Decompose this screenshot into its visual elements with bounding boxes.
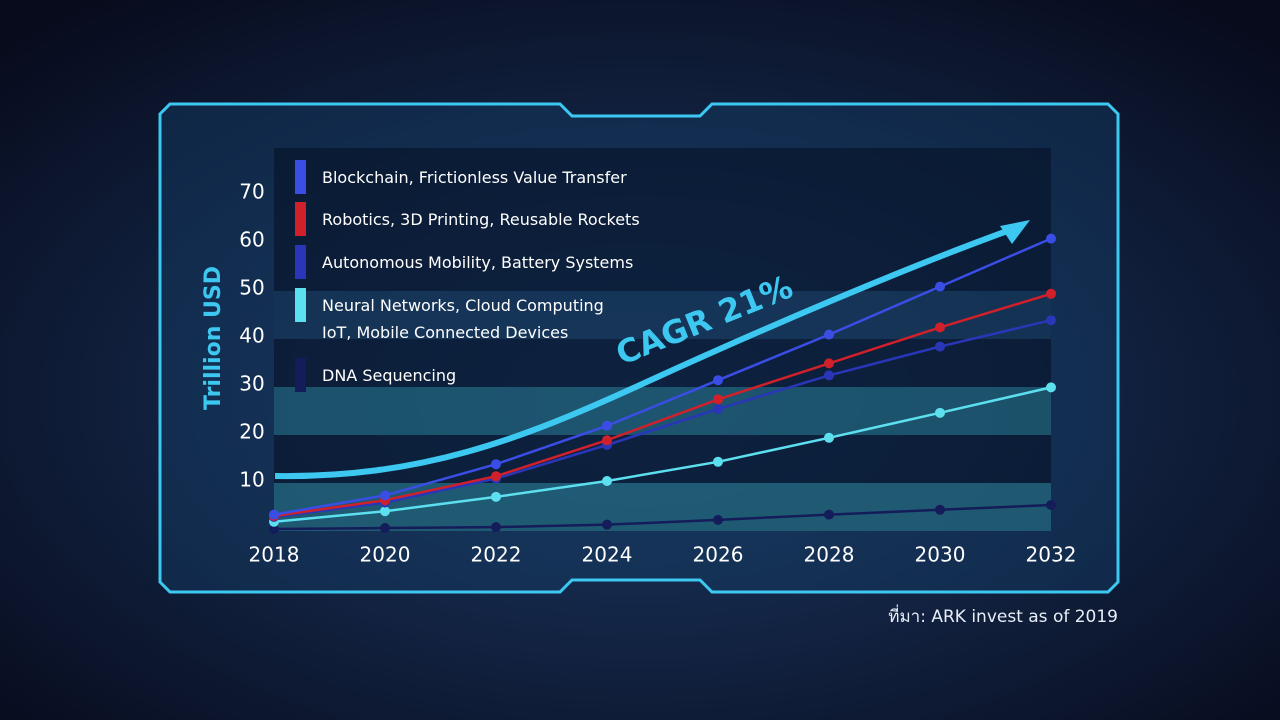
y-tick-label: 60 [239,228,264,252]
x-tick-label: 2018 [249,543,300,567]
data-point [269,509,279,520]
data-point [491,522,501,533]
data-point [380,506,390,517]
data-point [935,407,945,418]
y-tick-label: 10 [239,468,264,492]
data-point [935,281,945,292]
data-point [491,459,501,470]
arrow-head [1000,220,1030,244]
data-point [713,514,723,525]
data-point [602,476,612,486]
data-point [1046,288,1056,299]
legend-swatch [295,202,306,236]
legend-label: DNA Sequencing [322,366,457,385]
legend-swatch [295,358,306,392]
data-point [602,420,612,431]
series-line [273,237,1052,516]
y-tick-label: 50 [239,276,264,300]
data-point [491,491,501,502]
data-point [269,524,279,534]
y-tick-label: 70 [239,180,264,204]
data-point [1046,233,1056,244]
series-line [273,318,1052,519]
legend-swatch [295,288,306,322]
legend-label: Robotics, 3D Printing, Reusable Rockets [322,210,640,229]
y-axis-label: Trillion USD [201,266,226,410]
data-point [713,375,723,386]
legend-label: Neural Networks, Cloud Computing IoT, Mo… [322,296,604,342]
x-tick-label: 2022 [471,543,522,567]
legend-swatch [295,245,306,279]
x-tick-label: 2024 [582,543,633,567]
series-line [273,386,1052,524]
data-point [824,370,834,381]
data-point [824,358,834,369]
data-point [824,329,834,340]
data-point [713,456,723,467]
data-point [935,341,945,352]
x-tick-label: 2026 [693,543,744,567]
data-point [935,504,945,515]
data-point [602,519,612,530]
x-tick-label: 2030 [915,543,966,567]
series-line [273,503,1052,531]
x-tick-label: 2028 [804,543,855,567]
data-point [824,432,834,443]
data-point [713,394,723,405]
cagr-arrow [274,227,1012,480]
source: ที่มา: ARK invest as of 2019 [888,604,1118,627]
data-point [824,509,834,520]
legend-label: Autonomous Mobility, Battery Systems [322,253,634,272]
data-point [935,322,945,333]
series-line [273,292,1052,518]
y-tick-label: 30 [239,372,264,396]
legend-label: Blockchain, Frictionless Value Transfer [322,168,627,187]
x-tick-label: 2020 [360,543,411,567]
data-point [1046,382,1056,393]
data-point [602,435,612,446]
data-point [1046,500,1056,510]
band [274,291,1051,339]
y-tick-label: 40 [239,324,264,348]
data-point [380,523,390,534]
data-point [713,404,723,414]
x-tick-label: 2032 [1026,543,1077,567]
data-point [380,490,390,501]
data-point [1046,315,1056,326]
legend-swatch [295,160,306,194]
band [274,483,1051,531]
data-point [491,471,501,482]
y-tick-label: 20 [239,420,264,444]
